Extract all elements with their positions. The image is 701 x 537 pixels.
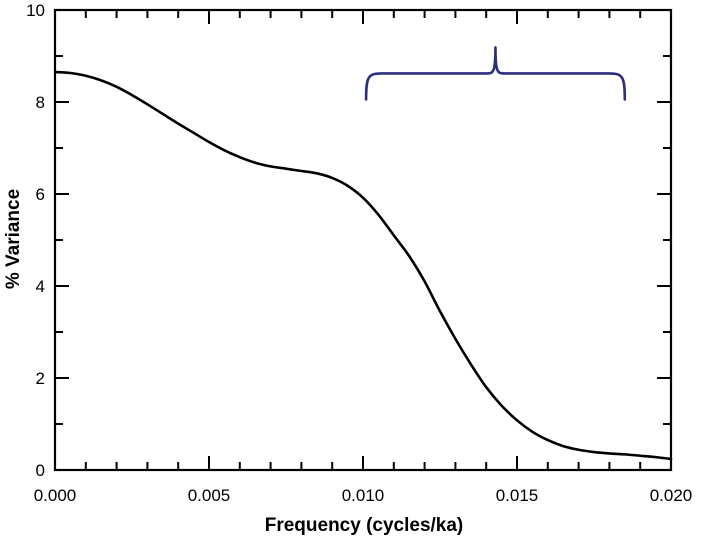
x-tick-label: 0.020 <box>650 486 693 505</box>
y-axis-title: % Variance <box>3 189 24 289</box>
y-tick-label: 2 <box>36 369 45 388</box>
major-ticks <box>54 9 672 471</box>
plot-frame <box>53 8 673 472</box>
y-tick-labels: 0 2 4 6 8 10 <box>26 1 45 480</box>
x-axis-title: Frequency (cycles/ka) <box>265 515 464 536</box>
variance-curve <box>53 70 673 461</box>
y-tick-label: 4 <box>36 277 45 296</box>
x-tick-label: 0.015 <box>496 486 539 505</box>
x-tick-label: 0.000 <box>34 486 77 505</box>
y-tick-label: 6 <box>36 185 45 204</box>
minor-ticks <box>55 10 671 470</box>
frequency-band-brace <box>364 46 627 101</box>
x-tick-labels: 0.000 0.005 0.010 0.015 0.020 <box>34 486 693 505</box>
x-tick-label: 0.005 <box>188 486 231 505</box>
y-tick-label: 8 <box>36 93 45 112</box>
y-tick-label: 10 <box>26 1 45 20</box>
x-tick-label: 0.010 <box>342 486 385 505</box>
y-tick-label: 0 <box>36 461 45 480</box>
